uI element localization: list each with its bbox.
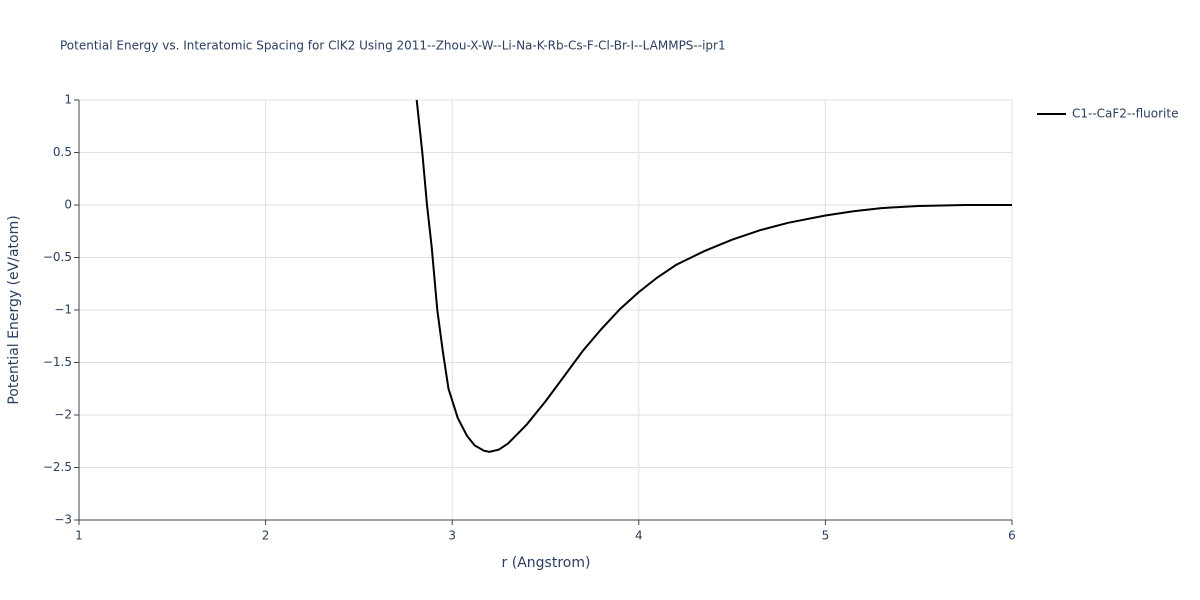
y-tick-label: −1 [54, 303, 72, 317]
x-tick-label: 4 [635, 529, 643, 543]
y-tick-label: −1.5 [43, 355, 72, 369]
legend-label: C1--CaF2--fluorite [1072, 107, 1178, 121]
y-tick-label: 0 [64, 198, 72, 212]
x-tick-label: 1 [75, 529, 83, 543]
y-tick-label: 0.5 [53, 145, 72, 159]
chart-title: Potential Energy vs. Interatomic Spacing… [60, 39, 726, 53]
x-tick-label: 6 [1008, 529, 1016, 543]
y-axis-title: Potential Energy (eV/atom) [6, 215, 22, 404]
x-tick-label: 5 [822, 529, 830, 543]
y-tick-label: −3 [54, 513, 72, 527]
y-tick-label: −2 [54, 408, 72, 422]
data-line [415, 99, 1012, 453]
y-tick-label: −2.5 [43, 460, 72, 474]
x-tick-label: 2 [262, 529, 270, 543]
y-tick-label: 1 [64, 93, 72, 107]
y-tick-label: −0.5 [43, 250, 72, 264]
x-tick-label: 3 [448, 529, 456, 543]
x-axis-title: r (Angstrom) [502, 555, 591, 571]
